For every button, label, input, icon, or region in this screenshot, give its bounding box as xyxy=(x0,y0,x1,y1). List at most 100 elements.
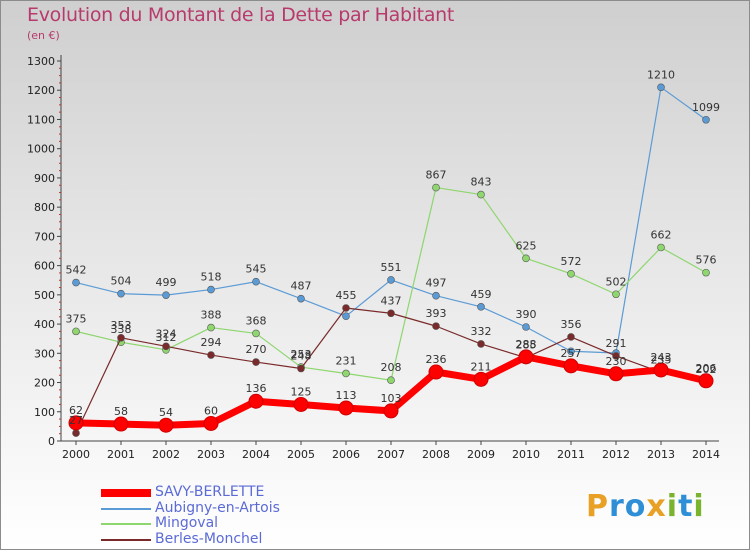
data-point xyxy=(657,243,665,252)
y-tick-label: 700 xyxy=(34,230,55,243)
data-label: 324 xyxy=(156,327,177,340)
data-point xyxy=(477,340,485,348)
x-tick-label: 2006 xyxy=(332,448,360,461)
logo-letter: t xyxy=(678,489,694,524)
logo-letter: o xyxy=(624,489,647,524)
data-label: 338 xyxy=(111,323,132,336)
y-tick-label: 800 xyxy=(34,201,55,214)
data-label: 353 xyxy=(111,319,132,332)
data-label: 662 xyxy=(651,228,672,241)
data-label: 356 xyxy=(561,318,582,331)
data-label: 572 xyxy=(561,255,582,268)
data-point xyxy=(477,190,485,199)
x-tick-label: 2012 xyxy=(602,448,630,461)
data-point xyxy=(342,369,350,378)
data-label: 867 xyxy=(426,169,447,182)
chart-unit: (en €) xyxy=(27,29,60,42)
x-tick-label: 2010 xyxy=(512,448,540,461)
x-tick-label: 2003 xyxy=(197,448,225,461)
data-point xyxy=(383,403,399,419)
data-label: 502 xyxy=(606,275,627,288)
data-label: 499 xyxy=(156,276,177,289)
y-tick-label: 600 xyxy=(34,260,55,273)
data-point xyxy=(653,362,669,378)
data-label: 388 xyxy=(201,309,222,322)
data-point xyxy=(567,269,575,278)
y-tick-label: 1100 xyxy=(27,113,55,126)
data-point xyxy=(473,371,489,387)
data-label: 58 xyxy=(114,405,128,418)
data-point xyxy=(702,268,710,277)
data-point xyxy=(522,323,530,331)
data-label: 236 xyxy=(426,353,447,366)
data-point xyxy=(612,352,620,360)
data-label: 288 xyxy=(516,338,537,351)
legend-swatch xyxy=(101,523,151,525)
chart-title: Evolution du Montant de la Dette par Hab… xyxy=(27,4,455,26)
data-point xyxy=(563,358,579,374)
logo-letter: x xyxy=(646,489,667,524)
data-point xyxy=(432,291,440,300)
data-point xyxy=(608,366,624,382)
legend-swatch xyxy=(101,538,151,541)
data-point xyxy=(252,358,260,366)
y-tick-label: 900 xyxy=(34,172,55,185)
data-point xyxy=(657,83,665,92)
data-point xyxy=(522,254,530,263)
data-point xyxy=(387,376,395,385)
data-point xyxy=(567,347,575,356)
data-point xyxy=(207,351,215,359)
data-label: 518 xyxy=(201,271,222,284)
data-label: 202 xyxy=(696,363,717,376)
data-label: 257 xyxy=(561,347,582,360)
data-point xyxy=(297,364,305,373)
x-tick-label: 2011 xyxy=(557,448,585,461)
y-tick-label: 400 xyxy=(34,318,55,331)
data-label: 211 xyxy=(471,360,492,373)
y-tick-label: 100 xyxy=(34,406,55,419)
data-label: 393 xyxy=(426,307,447,320)
data-point xyxy=(567,333,575,341)
data-point xyxy=(72,429,80,437)
data-label: 230 xyxy=(606,355,627,368)
data-point xyxy=(162,342,170,351)
data-point xyxy=(117,289,125,298)
data-point xyxy=(203,415,219,431)
data-point xyxy=(338,400,354,416)
data-point xyxy=(477,303,485,311)
data-point xyxy=(207,323,215,332)
y-tick-label: 1200 xyxy=(27,84,55,97)
data-label: 253 xyxy=(291,348,312,361)
legend-label: Aubigny-en-Artois xyxy=(155,499,280,516)
data-label: 113 xyxy=(336,389,357,402)
data-label: 576 xyxy=(696,254,717,267)
data-label: 231 xyxy=(336,354,357,367)
legend-label: Berles-Monchel xyxy=(155,530,263,547)
data-label: 390 xyxy=(516,308,537,321)
data-point xyxy=(342,304,350,312)
data-point xyxy=(252,277,260,286)
data-label: 243 xyxy=(651,351,672,364)
x-tick-label: 2008 xyxy=(422,448,450,461)
data-point xyxy=(428,364,444,380)
logo-letter: P xyxy=(586,489,609,524)
data-label: 459 xyxy=(471,288,492,301)
data-label: 125 xyxy=(291,385,312,398)
data-label: 1210 xyxy=(647,68,675,81)
logo-letter: r xyxy=(609,489,625,524)
data-label: 270 xyxy=(246,343,267,356)
data-label: 455 xyxy=(336,289,357,302)
x-tick-label: 2002 xyxy=(152,448,180,461)
data-label: 248 xyxy=(291,350,312,363)
y-tick-label: 1300 xyxy=(27,55,55,68)
x-tick-label: 2013 xyxy=(647,448,675,461)
x-tick-label: 2000 xyxy=(62,448,90,461)
data-point xyxy=(252,329,260,338)
data-point xyxy=(387,276,395,284)
y-tick-label: 500 xyxy=(34,289,55,302)
data-label: 206 xyxy=(696,362,717,375)
data-point xyxy=(158,417,174,433)
data-label: 437 xyxy=(381,294,402,307)
y-tick-label: 0 xyxy=(48,435,55,448)
